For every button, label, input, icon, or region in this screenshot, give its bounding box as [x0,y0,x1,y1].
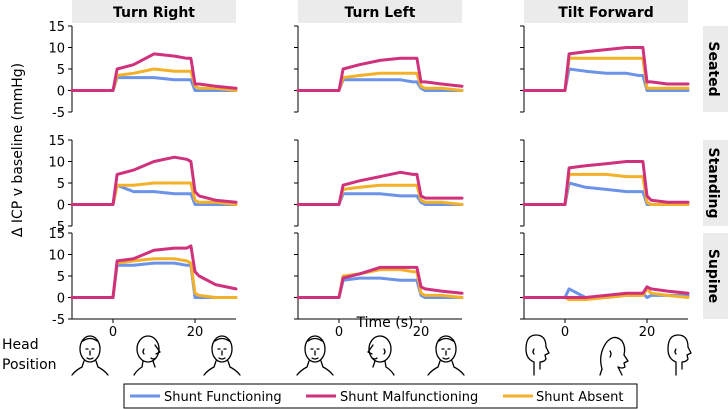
series-line-malfunctioning [70,155,238,206]
y-tick-label: -5 [52,220,65,235]
x-tick-label: 20 [187,325,204,340]
y-tick-label: 10 [48,249,65,264]
y-tick-label: 0 [57,85,65,100]
face-front-icon [203,335,241,376]
y-tick-label: 10 [48,42,65,57]
row-header-bg [703,233,728,319]
row-header-supine: Supine [705,249,721,303]
series-line-malfunctioning [296,170,464,206]
x-tick-label: 0 [561,325,569,340]
y-tick-label: 0 [57,292,65,307]
row-header-bg [703,26,728,112]
panel-standing-turn-left [294,139,464,227]
column-header-tilt-forward: Tilt Forward [558,5,654,21]
x-tick-label: 20 [639,325,656,340]
series-line-malfunctioning [522,285,690,299]
series-line-malfunctioning [70,244,238,299]
y-tick-label: 10 [48,156,65,171]
head-tilted-forward-icon [599,336,629,376]
series-line-malfunctioning [296,56,464,92]
row-header-standing: Standing [705,148,721,219]
row-headers: Seated Standing Supine [703,26,728,319]
head-position-label-line2: Position [2,357,57,373]
y-tick-label: 5 [57,63,65,78]
x-axis-label: Time (s) [356,315,414,331]
panel-supine-turn-left: 0 20 [294,232,464,340]
face-front-icon [71,335,109,376]
series-line-malfunctioning [522,46,690,92]
head-position-label-line1: Head [2,337,39,353]
series-line-malfunctioning [296,265,464,299]
face-front-icon [427,335,465,376]
column-header-bg [524,0,688,23]
y-tick-label: 15 [48,134,65,149]
legend-label-functioning: Shunt Functioning [164,390,282,405]
y-axis-label: Δ ICP v baseline (mmHg) [10,63,26,237]
legend: Shunt Functioning Shunt Malfunctioning S… [123,383,638,409]
head-icons [71,334,692,376]
series-line-absent [70,67,238,92]
legend-label-absent: Shunt Absent [536,390,623,405]
x-tick-label: 20 [413,325,430,340]
y-tick-label: -5 [52,106,65,121]
panel-supine-turn-right: 15 10 5 0 -5 0 20 [48,227,238,340]
panel-seated-tilt-forward [520,25,690,113]
head-turned-left-icon [367,335,395,376]
panel-seated-turn-right: 15 10 5 0 -5 [48,20,238,121]
series-line-malfunctioning [522,160,690,206]
row-header-bg [703,140,728,226]
legend-box [123,383,638,409]
legend-label-malfunctioning: Shunt Malfunctioning [340,390,478,405]
face-front-icon [296,335,334,376]
series-line-absent [296,268,464,299]
y-tick-label: 15 [48,227,65,242]
head-profile-icon [525,334,550,376]
panel-standing-turn-right: 15 10 5 0 -5 [48,134,238,235]
column-headers: Turn Right Turn Left Tilt Forward [72,0,688,23]
panel-standing-tilt-forward [520,139,690,227]
y-tick-label: 15 [48,20,65,35]
y-tick-label: -5 [52,313,65,328]
column-header-bg [72,0,236,23]
x-tick-label: 0 [109,325,117,340]
series-line-malfunctioning [70,52,238,92]
row-header-seated: Seated [705,41,721,96]
y-tick-label: 0 [57,199,65,214]
series-line-functioning [70,261,238,299]
head-profile-icon [667,334,692,376]
column-header-turn-left: Turn Left [345,5,416,21]
head-turned-right-icon [133,335,161,376]
series-line-absent [296,71,464,92]
series-line-absent [522,287,690,302]
series-line-absent [70,181,238,206]
y-tick-label: 5 [57,177,65,192]
panel-supine-tilt-forward: 0 20 [520,232,690,340]
column-header-turn-right: Turn Right [113,5,195,21]
panel-seated-turn-left [294,25,464,113]
y-tick-label: 5 [57,270,65,285]
x-tick-label: 0 [335,325,343,340]
column-header-bg [298,0,462,23]
